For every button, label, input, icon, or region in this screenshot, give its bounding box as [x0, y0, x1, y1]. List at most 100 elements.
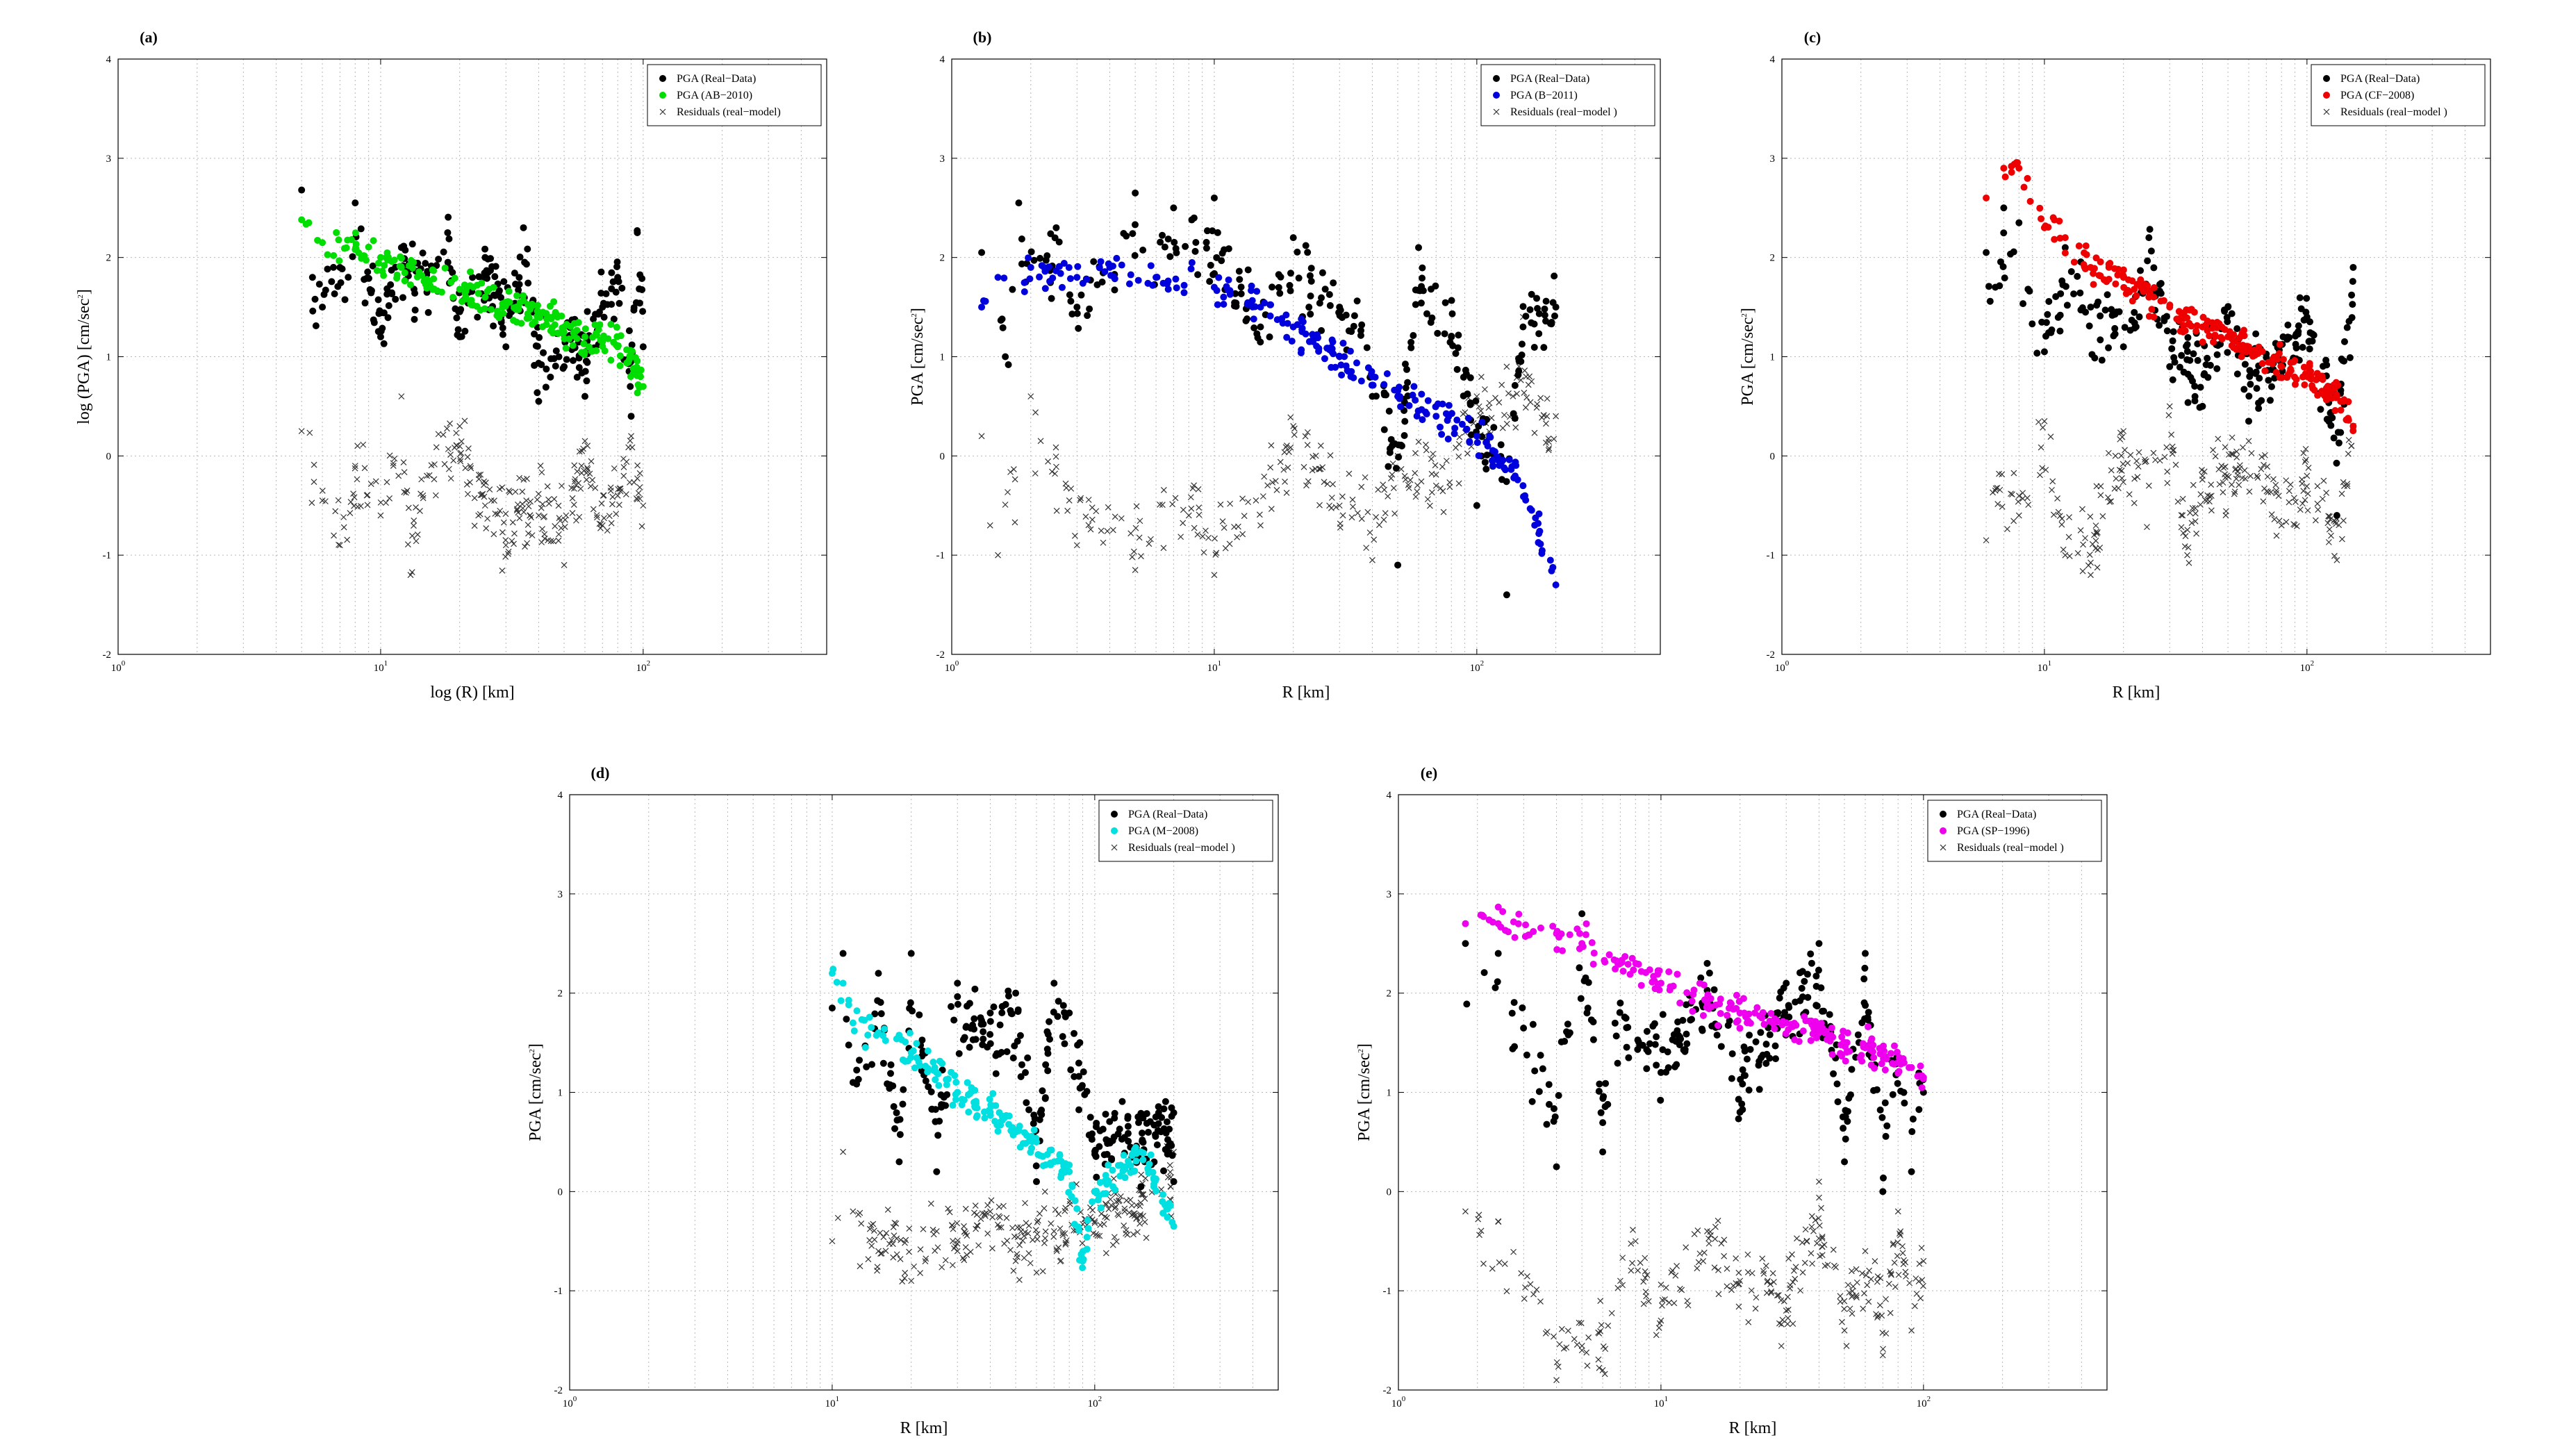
residual-point: [1169, 501, 1176, 508]
real-data-point: [1830, 1070, 1837, 1077]
legend-marker: [1493, 108, 1500, 115]
residual-point: [1785, 1315, 1792, 1321]
real-data-point: [453, 314, 461, 322]
real-data-point: [1402, 384, 1410, 392]
residual-point: [1371, 536, 1378, 543]
real-data-point: [2253, 385, 2261, 392]
residual-point: [2060, 546, 2067, 553]
model-point: [1821, 1029, 1828, 1036]
residual-point: [1100, 1221, 1107, 1227]
model-point: [1887, 1050, 1894, 1057]
residual-point: [1239, 495, 1246, 502]
real-data-point: [345, 274, 352, 281]
residual-point: [2105, 449, 2112, 456]
real-data-point: [1385, 463, 1392, 470]
residual-point: [2315, 506, 2322, 513]
residual-point: [351, 494, 358, 501]
real-data-point: [1106, 1118, 1114, 1125]
real-data-point: [2079, 304, 2086, 311]
model-point: [986, 1111, 994, 1119]
real-data-point: [1878, 1114, 1886, 1121]
residual-point: [1841, 1305, 1848, 1312]
model-point: [1248, 297, 1256, 304]
model-point: [1714, 1022, 1721, 1029]
real-data-point: [2074, 272, 2081, 280]
residual-point: [1196, 511, 1203, 518]
real-data-point: [1726, 1017, 1733, 1025]
real-data-point: [954, 1000, 961, 1008]
real-data-point: [1826, 1011, 1833, 1018]
residual-point: [2304, 472, 2311, 479]
real-data-point: [1848, 1066, 1856, 1073]
real-data-point: [388, 266, 395, 274]
model-point: [1225, 276, 1232, 283]
residual-point: [1521, 367, 1528, 374]
real-data-point: [1881, 1099, 1889, 1107]
model-point: [1180, 289, 1188, 297]
real-data-point: [1085, 1132, 1093, 1139]
model-point: [499, 310, 507, 317]
residual-point: [538, 504, 545, 511]
real-data-point: [569, 357, 577, 365]
model-point: [1187, 265, 1195, 273]
residual-point: [1073, 542, 1080, 549]
model-point: [1906, 1064, 1913, 1071]
legend-label: Residuals (real−model ): [2340, 106, 2447, 118]
residual-point: [1853, 1294, 1860, 1301]
model-point: [1473, 432, 1480, 440]
real-data-point: [2076, 289, 2084, 297]
residual-point: [629, 444, 636, 451]
real-data-point: [899, 1100, 907, 1108]
residual-point: [1837, 1293, 1844, 1300]
real-data-point: [320, 290, 328, 298]
real-data-point: [1419, 274, 1426, 282]
residual-point: [2320, 477, 2327, 484]
residual-point: [2085, 562, 2092, 569]
real-data-point: [375, 310, 383, 317]
residual-point: [1284, 464, 1291, 471]
residual-point: [1196, 504, 1203, 511]
residual-point: [347, 499, 354, 506]
real-data-point: [1452, 349, 1460, 357]
model-point: [1858, 1057, 1866, 1065]
model-point: [1766, 1018, 1774, 1025]
real-data-point: [408, 240, 416, 248]
residual-point: [2024, 495, 2031, 502]
residual-point: [2193, 530, 2200, 537]
real-data-point: [1771, 1055, 1779, 1063]
residual-point: [2245, 438, 2252, 445]
model-point: [1445, 402, 1453, 409]
residual-point: [1735, 1269, 1742, 1276]
model-point: [1466, 438, 1473, 446]
x-tick-label: 102: [1917, 1395, 1931, 1409]
residual-point: [2144, 524, 2150, 531]
real-data-point: [1833, 1080, 1841, 1088]
residual-point: [2228, 481, 2235, 488]
residual-point: [2087, 513, 2094, 520]
x-tick-label: 101: [374, 659, 388, 674]
grid: [952, 59, 1661, 654]
residual-point: [584, 464, 590, 471]
real-data-point: [1168, 1142, 1175, 1150]
residual-point: [2092, 522, 2099, 529]
real-data-point: [365, 274, 372, 282]
real-data-point: [933, 1168, 941, 1175]
model-point: [2177, 314, 2185, 322]
model-point: [1807, 1036, 1815, 1044]
residual-point: [1423, 447, 1430, 454]
residual-point: [1007, 1247, 1014, 1253]
residual-point: [1672, 1272, 1679, 1279]
real-data-point: [1812, 973, 1820, 980]
legend: PGA (Real−Data)PGA (SP−1996)Residuals (r…: [1927, 800, 2102, 862]
residual-point: [1619, 1282, 1626, 1289]
residual-point: [1920, 1257, 1927, 1264]
model-point: [1759, 1009, 1767, 1016]
residual-point: [354, 503, 361, 510]
model-point: [393, 271, 401, 279]
real-data-point: [536, 333, 543, 341]
real-data-point: [511, 270, 518, 277]
model-point: [829, 966, 837, 973]
real-data-point: [1897, 1087, 1905, 1095]
model-point: [1918, 1084, 1926, 1091]
